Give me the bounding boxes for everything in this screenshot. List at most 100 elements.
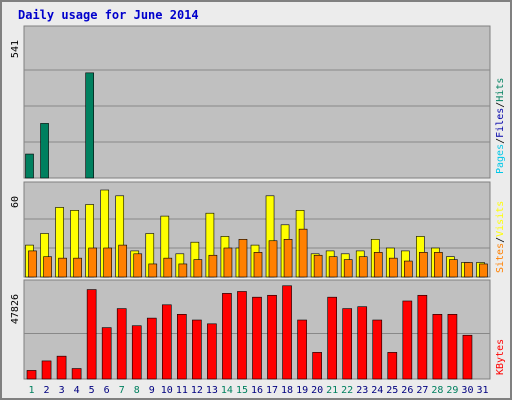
bottom-ymax-label: 47826	[10, 294, 21, 324]
x-tick-label: 2	[44, 385, 50, 396]
sites-bar	[268, 240, 278, 278]
kbytes-bar	[131, 325, 142, 380]
kbytes-bar	[462, 334, 473, 380]
sites-bar	[404, 260, 413, 278]
hits-bar	[85, 72, 94, 179]
sites-bar	[298, 228, 308, 278]
x-tick-label: 5	[89, 385, 95, 396]
sites-bar	[328, 256, 338, 278]
kbytes-bar	[101, 327, 112, 380]
top-legend-entry: Pages	[495, 144, 506, 174]
x-tick-label: 14	[221, 385, 233, 396]
x-tick-label: 9	[149, 385, 155, 396]
kbytes-bar	[297, 319, 307, 380]
middle-ymax-label: 60	[10, 196, 21, 208]
kbytes-bar	[177, 314, 187, 380]
x-tick-label: 29	[446, 385, 458, 396]
sites-bar	[373, 252, 383, 278]
x-tick-label: 24	[371, 385, 383, 396]
sites-bar	[43, 256, 52, 278]
x-axis-labels: 1 2 3 4 5 6 7 8 9 10 11 12 13 14 15 16 17 18 19 20 21 22 23 24 2…	[29, 385, 489, 396]
sites-bar	[148, 263, 158, 278]
x-tick-label: 28	[431, 385, 443, 396]
x-tick-label: 20	[311, 385, 323, 396]
x-tick-label: 3	[59, 385, 65, 396]
sites-bar	[253, 252, 263, 278]
sites-bar	[238, 239, 248, 278]
sites-bar	[343, 259, 353, 278]
x-tick-label: 23	[356, 385, 368, 396]
sites-bar	[358, 256, 368, 278]
sites-bar	[28, 250, 37, 278]
x-tick-label: 27	[416, 385, 428, 396]
kbytes-bar	[417, 294, 428, 380]
kbytes-bar	[146, 317, 157, 380]
x-tick-label: 22	[341, 385, 353, 396]
kbytes-bar	[402, 300, 413, 380]
kbytes-bar	[447, 314, 458, 380]
sites-bar	[178, 263, 188, 278]
kbytes-bar	[192, 319, 202, 380]
kbytes-bar	[387, 352, 398, 380]
sites-bar	[434, 252, 443, 278]
x-tick-label: 26	[401, 385, 413, 396]
x-tick-label: 7	[119, 385, 125, 396]
kbytes-bar	[282, 285, 292, 380]
middle-legend: Sites/Visits	[495, 201, 506, 273]
x-tick-label: 1	[29, 385, 35, 396]
kbytes-bar	[252, 296, 262, 380]
x-tick-label: 13	[206, 385, 218, 396]
sites-bar	[103, 247, 112, 278]
panels: 541Pages/Files/Hits60Sites/Visits47826KB…	[10, 25, 506, 380]
kbytes-bar	[342, 308, 353, 380]
middle-panel: 60 Sites/Visits	[10, 181, 506, 278]
sites-bar	[388, 257, 398, 278]
bottom-legend: KBytes	[495, 339, 506, 375]
x-tick-label: 16	[251, 385, 263, 396]
x-tick-label: 19	[296, 385, 308, 396]
top-legend-entry: /	[495, 102, 506, 108]
middle-legend-entry: Visits	[495, 201, 506, 237]
sites-bar	[419, 252, 428, 278]
x-tick-label: 30	[461, 385, 473, 396]
sites-bar	[449, 259, 458, 278]
sites-bar	[193, 259, 203, 278]
top-legend-entry: /	[495, 138, 506, 144]
sites-bar	[208, 254, 218, 278]
sites-bar	[313, 254, 323, 278]
sites-bar	[118, 244, 128, 278]
top-legend-entry: Hits	[495, 78, 506, 102]
x-tick-label: 6	[104, 385, 110, 396]
kbytes-bar	[432, 314, 443, 380]
kbytes-bar	[267, 294, 277, 380]
sites-bar	[479, 263, 488, 278]
chart-title: Daily usage for June 2014	[18, 8, 199, 22]
x-tick-label: 31	[476, 385, 488, 396]
hits-bar	[40, 123, 49, 179]
kbytes-bar	[357, 306, 368, 380]
kbytes-bar	[56, 355, 67, 380]
sites-bar	[133, 253, 143, 278]
x-tick-label: 25	[386, 385, 398, 396]
x-tick-label: 10	[161, 385, 173, 396]
sites-bar	[163, 257, 173, 278]
top-ymax-label: 541	[10, 40, 21, 58]
sites-bar	[58, 257, 67, 278]
kbytes-bar	[161, 304, 172, 380]
top-legend: Pages/Files/Hits	[495, 78, 506, 174]
middle-legend-entry: Sites	[495, 243, 506, 273]
x-tick-label: 18	[281, 385, 293, 396]
kbytes-bar	[237, 291, 247, 380]
sites-bar	[464, 262, 473, 278]
x-tick-label: 12	[191, 385, 203, 396]
top-panel: 541 Pages/Files/Hits	[10, 25, 506, 179]
bottom-legend-entry: KBytes	[495, 339, 506, 375]
kbytes-bar	[71, 368, 82, 380]
hits-bar	[25, 153, 34, 179]
sites-bar	[283, 239, 293, 278]
x-tick-label: 21	[326, 385, 338, 396]
bottom-panel: 47826 KBytes	[10, 279, 506, 380]
